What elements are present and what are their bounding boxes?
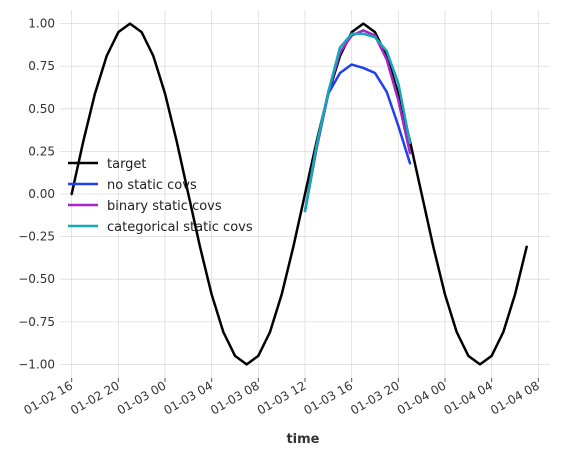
legend: target no static covs binary static covs ca… xyxy=(68,157,253,235)
x-tick-label: 01-02 20 xyxy=(68,378,122,417)
series-line-categorical-static-covs xyxy=(303,32,412,213)
x-tick-label: 01-04 08 xyxy=(488,378,542,417)
legend-label: no static covs xyxy=(107,178,197,193)
y-tick-label: −0.50 xyxy=(18,272,55,286)
x-tick-label: 01-04 04 xyxy=(441,378,495,417)
y-axis-ticks: −1.00 −0.75 −0.50 −0.25 0.00 0.25 0.50 0.75 1.00 xyxy=(18,17,55,372)
plot-series xyxy=(70,22,528,366)
y-tick-label: 1.00 xyxy=(28,17,55,31)
x-tick-label: 01-02 16 xyxy=(21,378,75,417)
legend-label: binary static covs xyxy=(107,199,222,214)
legend-label: categorical static covs xyxy=(107,220,253,235)
y-tick-label: −0.25 xyxy=(18,230,55,244)
x-tick-label: 01-03 16 xyxy=(301,378,355,417)
x-tick-label: 01-03 12 xyxy=(255,378,309,417)
x-tick-label: 01-03 08 xyxy=(208,378,262,417)
y-tick-label: 0.00 xyxy=(28,187,55,201)
legend-label: target xyxy=(107,157,147,172)
y-tick-label: −1.00 xyxy=(18,357,55,371)
grid xyxy=(60,10,550,378)
y-tick-label: 0.75 xyxy=(28,59,55,73)
x-tick-label: 01-03 20 xyxy=(348,378,402,417)
y-tick-label: 0.50 xyxy=(28,102,55,116)
x-tick-label: 01-03 04 xyxy=(161,378,215,417)
x-tick-label: 01-04 00 xyxy=(395,378,449,417)
y-tick-label: −0.75 xyxy=(18,315,55,329)
series-line-target xyxy=(70,22,528,366)
x-tick-label: 01-03 00 xyxy=(115,378,169,417)
x-axis-title: time xyxy=(286,432,319,447)
y-tick-label: 0.25 xyxy=(28,144,55,158)
